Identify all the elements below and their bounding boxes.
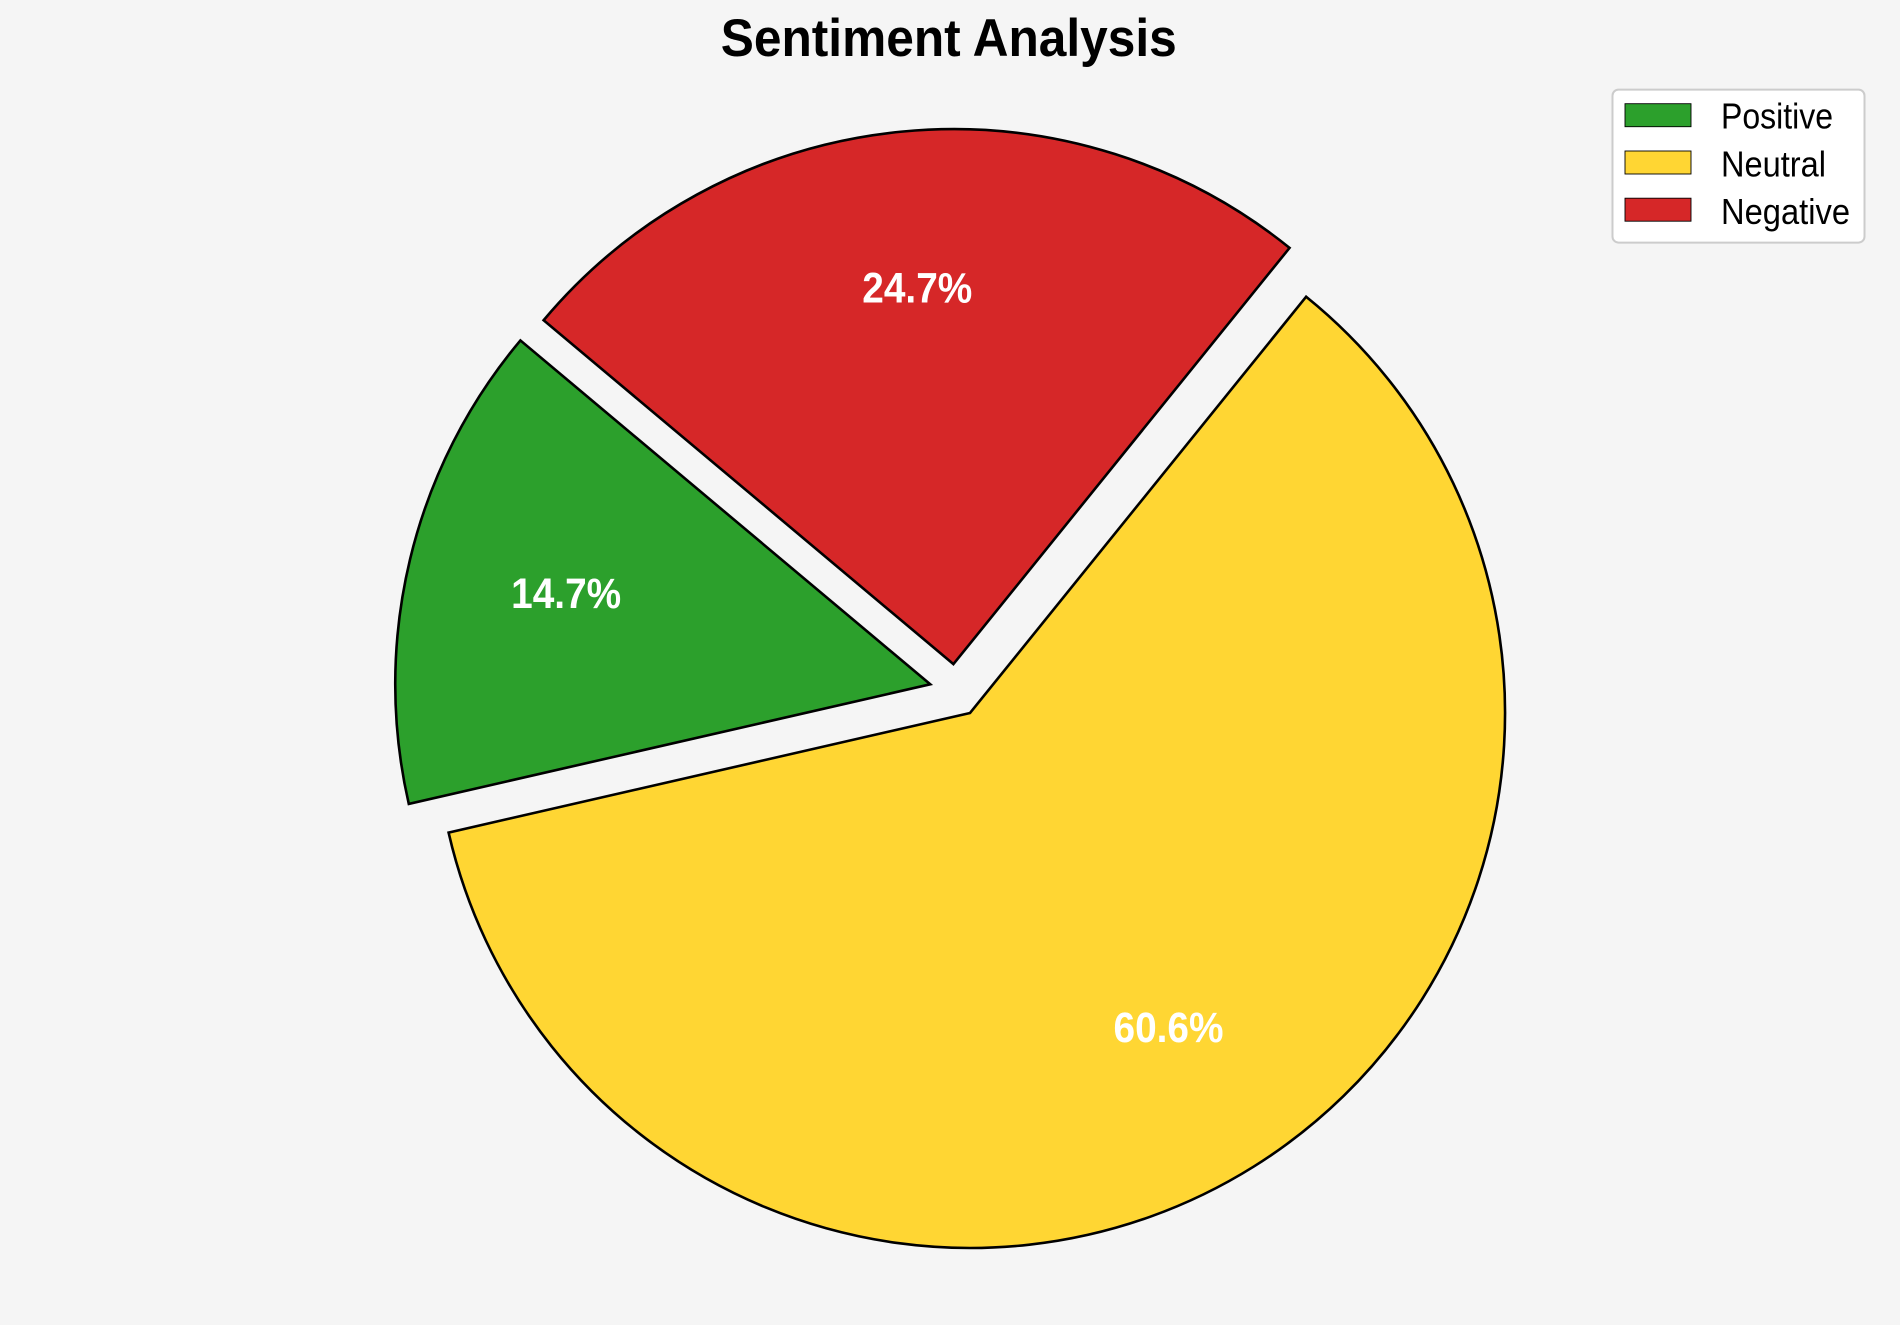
svg-text:Neutral: Neutral [1721, 143, 1826, 184]
svg-text:24.7%: 24.7% [862, 265, 972, 313]
svg-text:14.7%: 14.7% [511, 570, 621, 618]
svg-text:Sentiment Analysis: Sentiment Analysis [721, 9, 1177, 68]
svg-text:Negative: Negative [1721, 191, 1850, 232]
svg-text:Positive: Positive [1721, 96, 1833, 137]
svg-text:60.6%: 60.6% [1114, 1004, 1224, 1052]
